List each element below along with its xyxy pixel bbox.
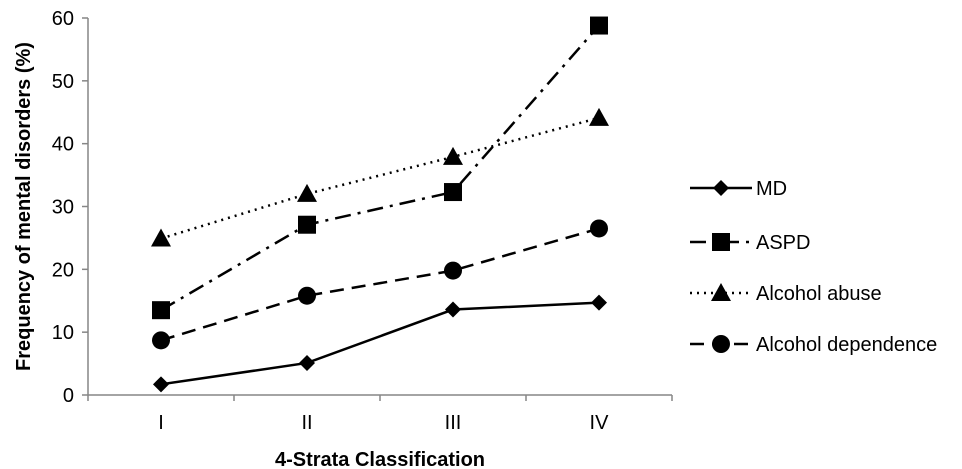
legend-item-alcohol-abuse: Alcohol abuse — [690, 283, 882, 305]
legend-item-aspd: ASPD — [690, 232, 810, 254]
legend-label-md: MD — [756, 178, 787, 200]
y-tick-label: 30 — [52, 197, 74, 219]
data-point-md — [299, 355, 315, 371]
data-point-aspd — [298, 216, 316, 234]
legend-marker-md — [713, 180, 729, 196]
y-ticks: 0 10 20 30 40 50 60 — [52, 8, 88, 407]
y-tick-label: 60 — [52, 8, 74, 30]
series-line-alcohol-dependence — [161, 228, 599, 340]
x-axis-title: 4-Strata Classification — [275, 449, 485, 469]
data-point-alcohol-abuse — [297, 184, 317, 202]
x-tick-label: III — [445, 412, 462, 434]
legend-item-md: MD — [690, 178, 787, 200]
series-line-aspd — [161, 26, 599, 311]
series-alcohol-dependence — [152, 219, 608, 349]
series-md — [153, 295, 607, 393]
data-point-md — [153, 376, 169, 392]
data-point-aspd — [444, 183, 462, 201]
series-aspd — [152, 17, 608, 320]
y-tick-label: 20 — [52, 259, 74, 281]
axes — [88, 18, 672, 395]
series-alcohol-abuse — [151, 108, 609, 247]
x-tick-label: I — [158, 412, 164, 434]
data-point-alcohol-dependence — [590, 219, 608, 237]
series-group — [151, 17, 609, 393]
data-point-aspd — [590, 17, 608, 35]
series-line-md — [161, 303, 599, 385]
y-tick-label: 40 — [52, 134, 74, 156]
y-tick-label: 10 — [52, 322, 74, 344]
y-tick-label: 0 — [63, 385, 74, 407]
x-tick-label: IV — [590, 412, 610, 434]
data-point-md — [445, 302, 461, 318]
legend-marker-alcohol-dependence — [712, 335, 730, 353]
legend-item-alcohol-dependence: Alcohol dependence — [690, 334, 937, 356]
legend-marker-aspd — [712, 233, 730, 251]
data-point-alcohol-dependence — [444, 262, 462, 280]
data-point-alcohol-abuse — [589, 108, 609, 126]
data-point-alcohol-dependence — [152, 331, 170, 349]
legend-label-alcohol-dependence: Alcohol dependence — [756, 334, 937, 356]
data-point-aspd — [152, 301, 170, 319]
x-tick-label: II — [301, 412, 312, 434]
data-point-alcohol-abuse — [151, 229, 171, 247]
legend: MD ASPD Alcohol abuse Alcohol dependence — [690, 178, 937, 356]
x-ticks: I II III IV — [88, 395, 672, 434]
legend-marker-alcohol-abuse — [711, 283, 731, 301]
y-tick-label: 50 — [52, 71, 74, 93]
legend-label-alcohol-abuse: Alcohol abuse — [756, 283, 882, 305]
legend-label-aspd: ASPD — [756, 232, 810, 254]
series-line-alcohol-abuse — [161, 118, 599, 239]
y-axis-title: Frequency of mental disorders (%) — [13, 42, 35, 371]
data-point-alcohol-abuse — [443, 147, 463, 165]
data-point-md — [591, 295, 607, 311]
data-point-alcohol-dependence — [298, 287, 316, 305]
